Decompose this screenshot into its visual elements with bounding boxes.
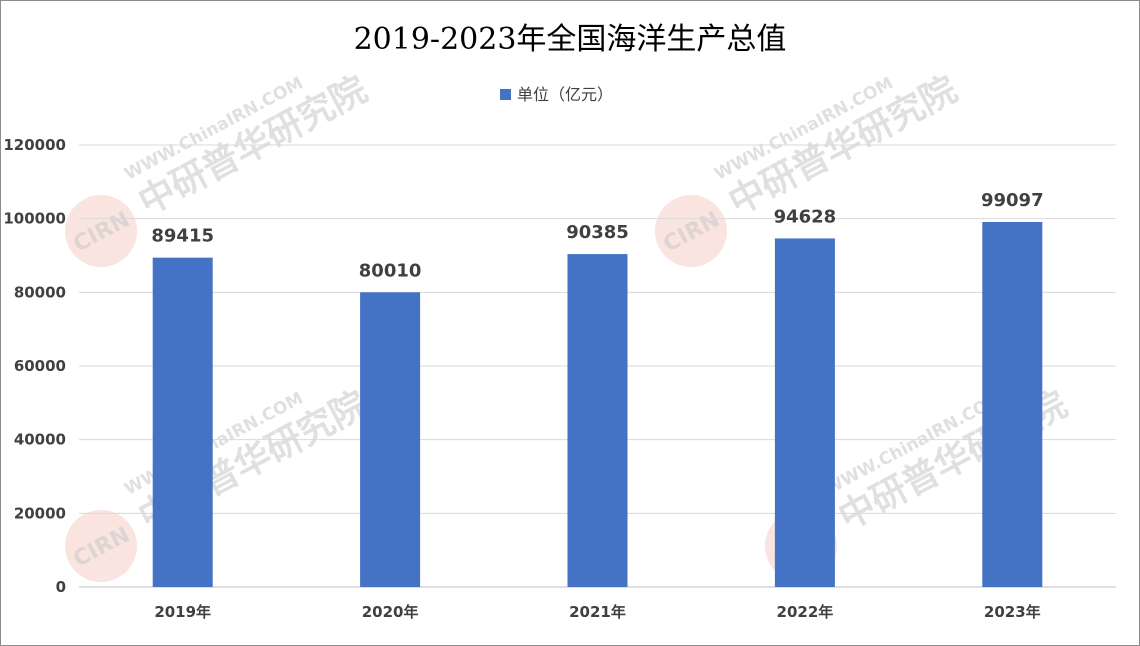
x-tick-label: 2020年 <box>362 603 419 621</box>
watermark-logo-icon <box>65 510 137 582</box>
bar <box>774 238 835 587</box>
watermark-logo-icon <box>65 195 137 267</box>
x-tick-label: 2019年 <box>154 603 211 621</box>
x-tick-label: 2023年 <box>984 603 1041 621</box>
legend-label: 单位（亿元） <box>517 85 613 104</box>
bar <box>982 221 1043 587</box>
chart-title: 2019-2023年全国海洋生产总值 <box>354 22 787 57</box>
x-tick-label: 2022年 <box>777 603 834 621</box>
x-tick-label: 2021年 <box>569 603 626 621</box>
watermark-logo-icon <box>655 195 727 267</box>
y-tick-label: 20000 <box>14 504 66 522</box>
bar <box>567 254 628 587</box>
y-tick-label: 80000 <box>14 283 66 301</box>
data-label: 89415 <box>151 226 214 247</box>
y-axis-ticks: 0 20000 40000 60000 80000 100000 120000 <box>3 136 66 596</box>
y-tick-label: 40000 <box>14 431 66 449</box>
bar <box>152 257 213 587</box>
data-label: 90385 <box>566 222 629 243</box>
x-axis-ticks: 2019年 2020年 2021年 2022年 2023年 <box>154 603 1040 621</box>
y-tick-label: 60000 <box>14 357 66 375</box>
bars <box>152 221 1043 587</box>
data-label: 99097 <box>981 190 1044 211</box>
legend-swatch <box>500 89 511 100</box>
data-label: 80010 <box>359 260 422 281</box>
y-tick-label: 0 <box>56 578 66 596</box>
y-tick-label: 120000 <box>3 136 66 154</box>
data-label: 94628 <box>774 206 837 227</box>
legend: 单位（亿元） <box>500 85 613 104</box>
data-labels: 89415 80010 90385 94628 99097 <box>151 190 1043 281</box>
y-tick-label: 100000 <box>3 210 66 228</box>
bar <box>360 292 421 587</box>
